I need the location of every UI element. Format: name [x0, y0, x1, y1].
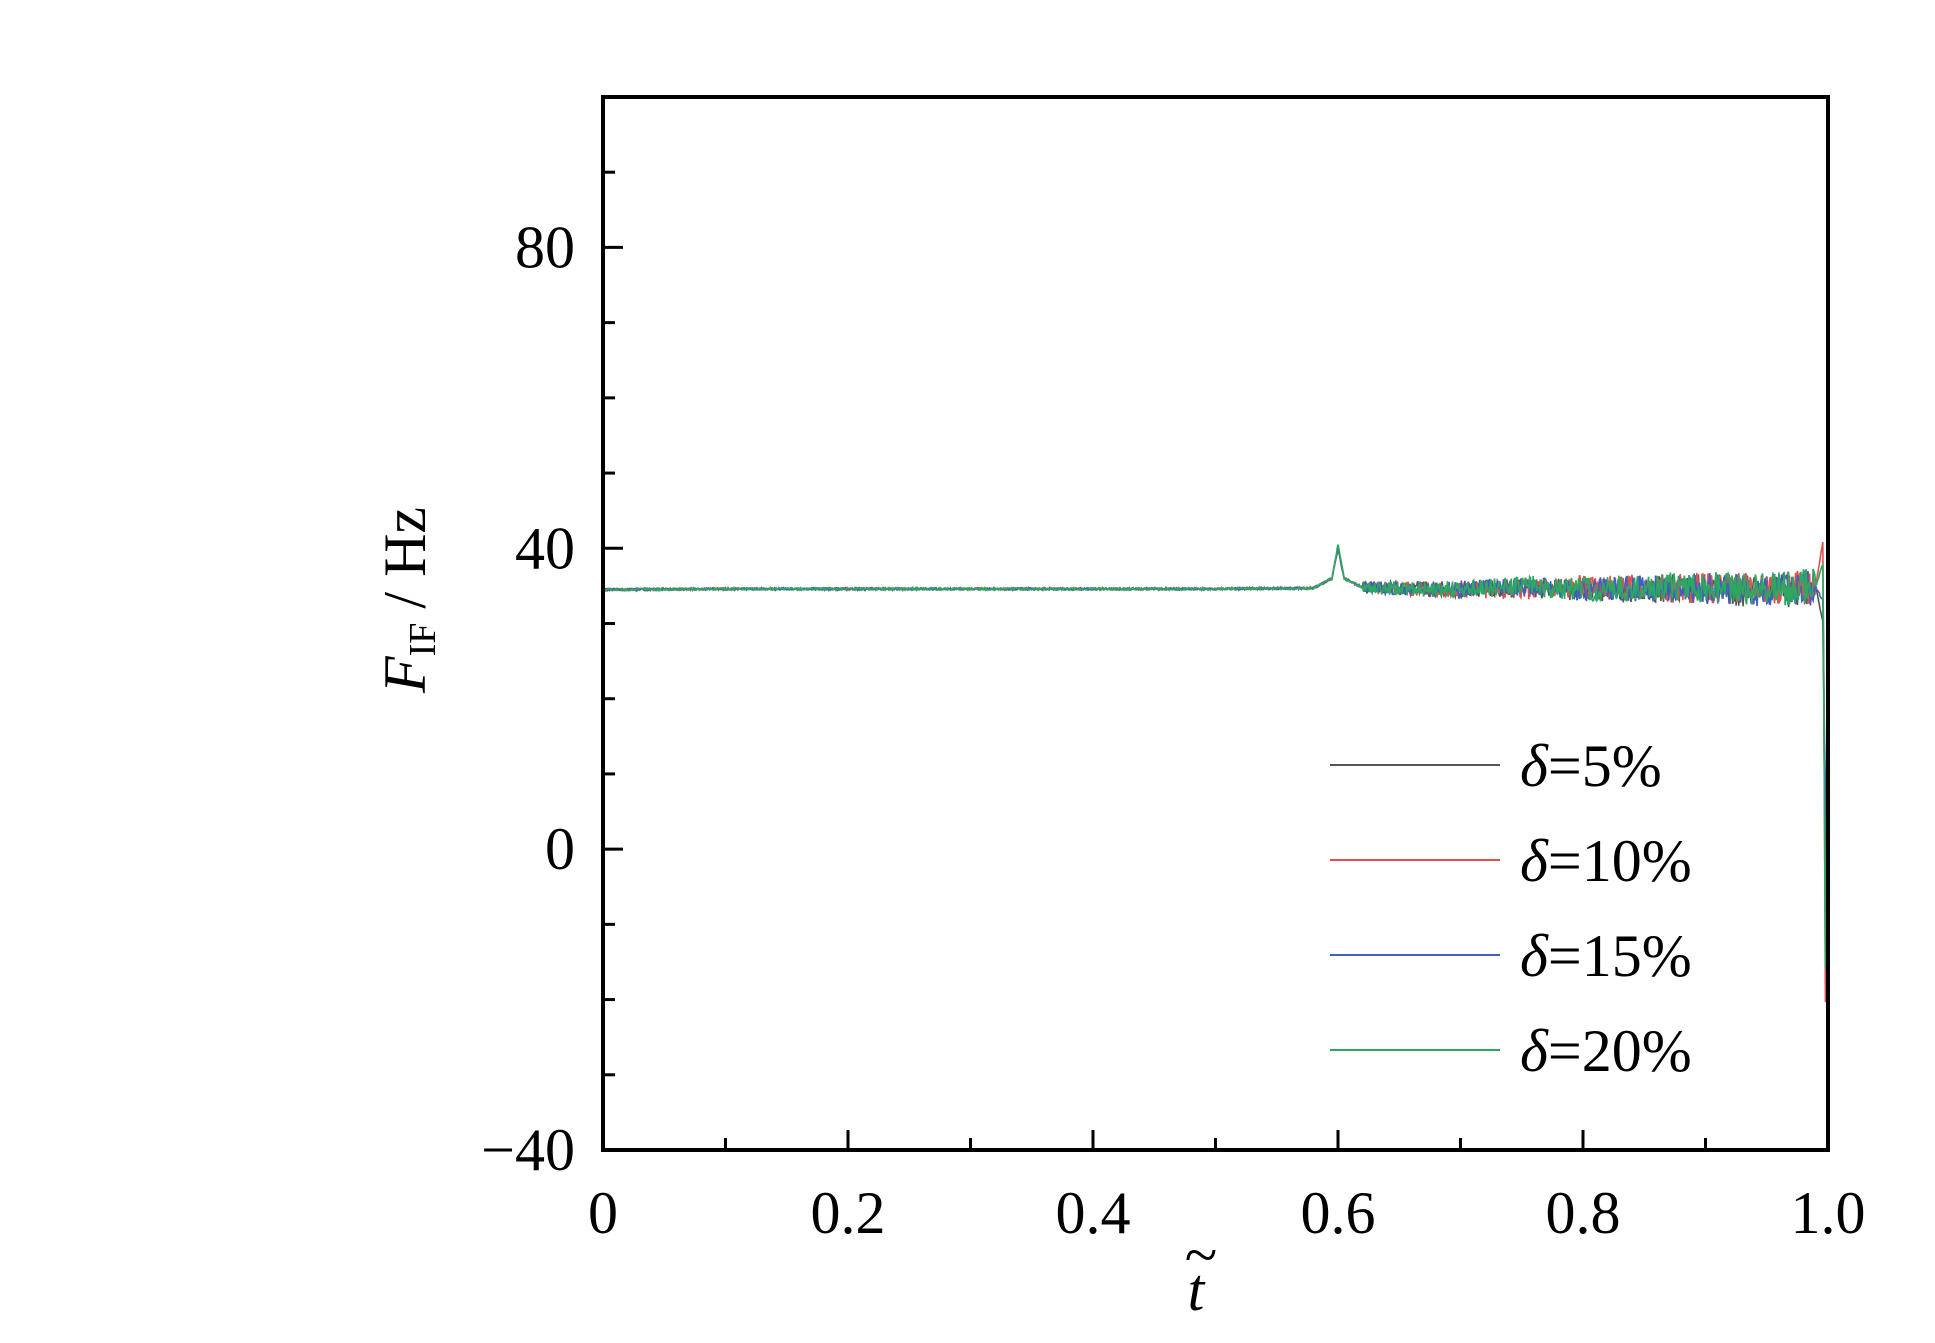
y-tick-label: 0: [545, 816, 575, 882]
y-tick-label: 40: [515, 515, 575, 581]
x-axis-title: ~t: [1185, 1222, 1217, 1323]
legend-label-3: δ=15%: [1520, 923, 1692, 989]
x-tick-label: 0.4: [1056, 1180, 1131, 1246]
y-tick-label: 80: [515, 214, 575, 280]
y-axis-subscript: IF: [402, 623, 444, 657]
plot-frame: [601, 95, 1830, 1152]
y-tick-label: −40: [481, 1117, 575, 1183]
x-tick-label: 0.6: [1301, 1180, 1376, 1246]
x-tick-label: 0.2: [811, 1180, 886, 1246]
x-axis-label: t: [1188, 1257, 1206, 1323]
legend-label-1: δ=5%: [1520, 733, 1662, 799]
y-axis-label: FIF / Hz: [372, 507, 444, 694]
series-line-4: [602, 544, 1829, 969]
x-tick-label: 1.0: [1791, 1180, 1866, 1246]
y-axis-unit: / Hz: [372, 507, 438, 609]
legend-label-2: δ=10%: [1520, 828, 1692, 894]
x-axis-accent: ~: [1185, 1222, 1217, 1288]
legend-label-4: δ=20%: [1520, 1018, 1692, 1084]
y-axis-symbol: F: [372, 655, 438, 694]
series-layer: [602, 541, 1829, 1003]
x-tick-label: 0: [588, 1180, 618, 1246]
x-tick-label: 0.8: [1546, 1180, 1621, 1246]
legend: δ=5% δ=10% δ=15% δ=20%: [1330, 733, 1692, 1084]
y-axis-title: FIF / Hz: [372, 507, 444, 694]
